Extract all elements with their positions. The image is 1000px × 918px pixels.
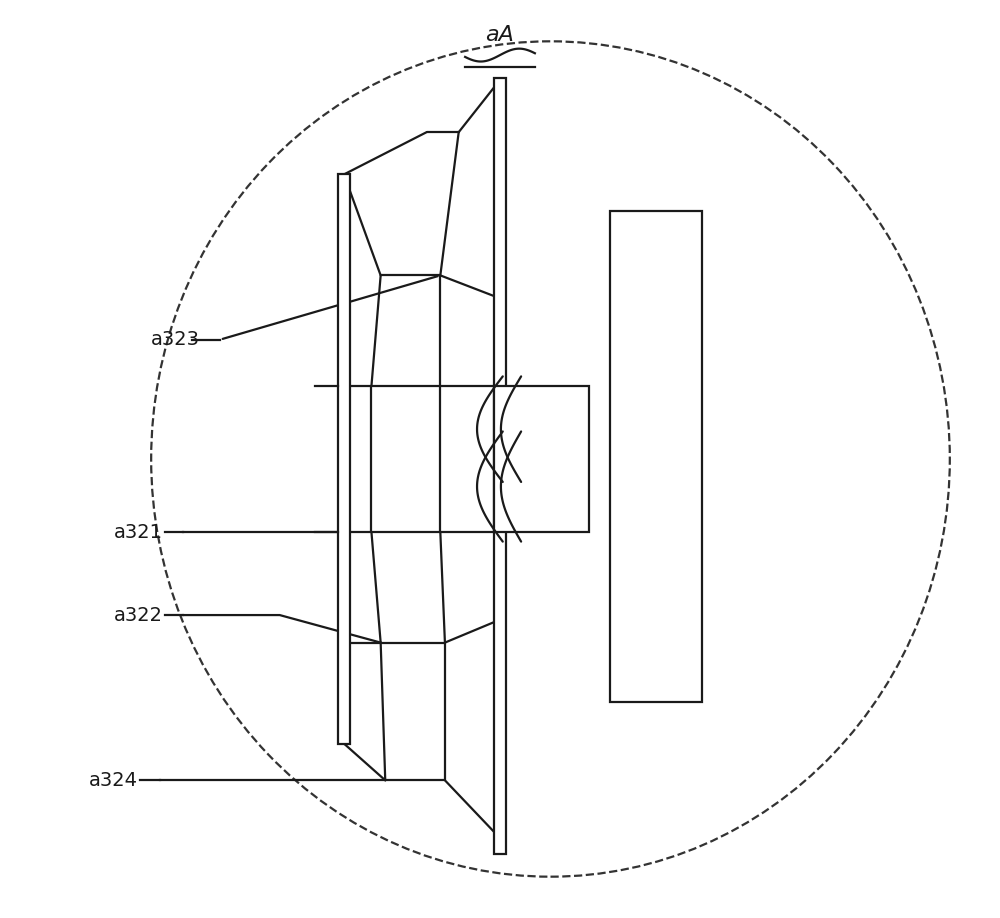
Bar [610, 211, 702, 702]
Text: a324: a324 [89, 771, 138, 789]
Text: a322: a322 [114, 606, 163, 624]
Bar [494, 78, 506, 854]
Text: a323: a323 [151, 330, 200, 349]
Text: aA: aA [486, 25, 514, 45]
Bar [338, 174, 350, 744]
Text: a321: a321 [114, 523, 163, 542]
Bar [494, 386, 589, 532]
